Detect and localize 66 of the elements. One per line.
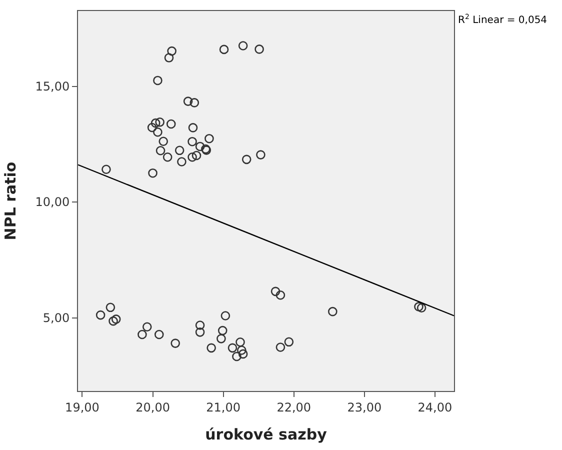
point: [195, 320, 205, 330]
point: [166, 119, 176, 129]
point: [188, 136, 197, 146]
point: [167, 46, 176, 56]
point: [256, 150, 266, 160]
point: [276, 342, 286, 352]
point: [238, 349, 248, 359]
x-tick-label: 23,00: [347, 400, 382, 414]
point: [108, 316, 118, 326]
point: [206, 343, 216, 353]
point: [195, 328, 205, 337]
point: [188, 152, 197, 162]
point: [102, 164, 111, 174]
point: [170, 338, 180, 348]
point: [242, 154, 252, 164]
point: [276, 290, 286, 300]
x-tick-label: 24,00: [418, 400, 452, 414]
point: [153, 76, 162, 86]
point: [237, 346, 246, 355]
point: [154, 330, 164, 340]
x-tick-label: 21,00: [206, 400, 240, 414]
point: [220, 311, 230, 320]
point: [219, 44, 229, 54]
point: [156, 146, 166, 156]
point: [177, 157, 186, 166]
x-tick-label: 20,00: [136, 400, 170, 414]
point: [190, 98, 200, 108]
point: [195, 142, 205, 152]
point: [328, 306, 338, 316]
point: [232, 352, 242, 362]
point: [162, 152, 172, 162]
point: [416, 303, 426, 313]
point: [216, 334, 226, 344]
point: [204, 134, 214, 144]
text: R$^{2}$ Linear = 0,054: [458, 13, 548, 26]
point: [111, 314, 121, 324]
point: [236, 337, 245, 347]
point: [192, 150, 202, 160]
point: [138, 330, 147, 340]
point: [150, 118, 160, 128]
point: [284, 337, 294, 347]
x-tick-label: 19,00: [65, 400, 100, 414]
point: [254, 44, 264, 54]
x-tick-label: 22,00: [276, 400, 312, 414]
x-axis-title: úrokové sazby: [205, 425, 328, 444]
point: [158, 136, 168, 146]
point: [153, 127, 162, 137]
y-tick-label: 10,00: [35, 195, 70, 210]
y-tick-label: 5,00: [42, 311, 70, 326]
point: [218, 326, 228, 336]
point: [148, 168, 158, 178]
y-tick-label: 15,00: [35, 79, 70, 94]
point: [155, 118, 164, 127]
point: [183, 96, 193, 106]
point: [238, 41, 248, 50]
y-axis-title: NPL ratio: [1, 162, 20, 240]
point: [164, 53, 174, 62]
point: [228, 343, 238, 353]
point: [96, 310, 106, 320]
point: [188, 123, 198, 132]
point: [414, 302, 424, 312]
point: [147, 122, 157, 132]
point: [270, 286, 280, 296]
point: [142, 322, 152, 332]
point: [174, 146, 184, 156]
point: [106, 302, 116, 312]
